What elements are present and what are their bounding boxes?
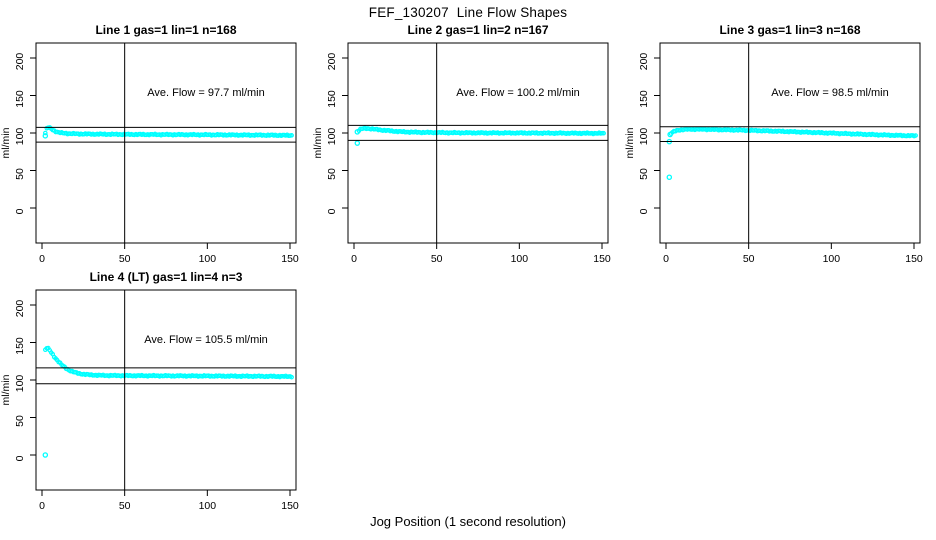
x-tick-label: 50 [119, 253, 131, 265]
panel-plot-1: Line 1 gas=1 lin=1 n=168 0 50 100 150 200 0 50 1… [0, 23, 299, 265]
x-tick-label: 100 [199, 500, 217, 512]
panel-line-3: Line 3 gas=1 lin=3 n=168 0 50 100 150 200 0 50 1… [624, 18, 936, 268]
y-tick-label: 50 [638, 168, 650, 180]
y-tick-label: 0 [14, 208, 26, 214]
data-point [289, 374, 294, 380]
ave-flow-annotation: Ave. Flow = 100.2 ml/min [456, 87, 580, 99]
y-tick-label: 100 [14, 128, 26, 146]
x-tick-label: 100 [823, 253, 841, 265]
outlier-point [666, 174, 673, 180]
x-axis-label: Jog Position (1 second resolution) [370, 514, 566, 529]
plot-box [35, 42, 297, 244]
x-tick-label: 0 [663, 253, 669, 265]
y-axis-unit-label: ml/min [0, 127, 12, 158]
panel-plot-4: Line 4 (LT) gas=1 lin=4 n=3 0 50 100 150 200 0… [0, 270, 299, 512]
y-tick-label: 50 [14, 168, 26, 180]
panel-line-1: Line 1 gas=1 lin=1 n=168 0 50 100 150 200 0 50 1… [0, 18, 312, 268]
y-tick-label: 200 [14, 53, 26, 71]
y-tick-label: 200 [14, 300, 26, 318]
panel-line-2: Line 2 gas=1 lin=2 n=167 0 50 100 150 200 0 50 1… [312, 18, 624, 268]
ave-flow-annotation: Ave. Flow = 105.5 ml/min [144, 334, 268, 346]
data-points [43, 125, 294, 139]
y-tick-label: 0 [326, 208, 338, 214]
outlier-point [42, 452, 49, 458]
y-tick-label: 100 [638, 128, 650, 146]
panel-title: Line 2 gas=1 lin=2 n=167 [407, 23, 548, 37]
y-axis-unit-label: ml/min [624, 127, 636, 158]
y-tick-label: 0 [638, 208, 650, 214]
outlier-point [667, 131, 673, 138]
x-tick-label: 150 [905, 253, 923, 265]
panel-title: Line 4 (LT) gas=1 lin=4 n=3 [90, 270, 243, 284]
main-title: FEF_130207 Line Flow Shapes [368, 5, 568, 20]
outlier-point [354, 129, 361, 135]
data-point [289, 133, 294, 138]
panel-title: Line 3 gas=1 lin=3 n=168 [719, 23, 860, 37]
y-tick-label: 150 [638, 90, 650, 108]
plot-box [347, 42, 609, 244]
data-points [668, 126, 918, 139]
plot-box [659, 42, 921, 244]
panel-title: Line 1 gas=1 lin=1 n=168 [95, 23, 236, 37]
x-tick-label: 50 [431, 253, 443, 265]
y-tick-label: 150 [14, 90, 26, 108]
panel-plot-3: Line 3 gas=1 lin=3 n=168 0 50 100 150 200 0 50 1… [624, 23, 923, 265]
y-tick-label: 50 [14, 415, 26, 427]
outlier-point [42, 133, 49, 139]
panel-plot-2: Line 2 gas=1 lin=2 n=167 0 50 100 150 200 0 50 1… [312, 23, 611, 265]
y-tick-label: 50 [326, 168, 338, 180]
outlier-point [354, 140, 361, 146]
y-tick-label: 150 [326, 90, 338, 108]
data-point [913, 133, 918, 138]
ave-flow-annotation: Ave. Flow = 97.7 ml/min [147, 87, 264, 99]
panel-line-4: Line 4 (LT) gas=1 lin=4 n=3 0 50 100 150 200 0… [0, 265, 312, 515]
x-tick-label: 100 [199, 253, 217, 265]
y-tick-label: 150 [14, 337, 26, 355]
x-tick-label: 150 [593, 253, 611, 265]
data-point [43, 130, 48, 136]
data-points [356, 125, 606, 137]
y-axis-unit-label: ml/min [312, 127, 324, 158]
y-tick-label: 200 [326, 53, 338, 71]
x-tick-label: 150 [281, 253, 299, 265]
ave-flow-annotation: Ave. Flow = 98.5 ml/min [771, 87, 888, 99]
x-tick-label: 0 [39, 500, 45, 512]
y-axis-unit-label: ml/min [0, 374, 12, 405]
x-tick-label: 50 [119, 500, 131, 512]
x-tick-label: 0 [351, 253, 357, 265]
plot-box [35, 289, 297, 491]
data-point [601, 130, 606, 136]
x-tick-label: 150 [281, 500, 299, 512]
y-tick-label: 0 [14, 455, 26, 461]
y-tick-label: 100 [326, 128, 338, 146]
x-tick-label: 0 [39, 253, 45, 265]
x-tick-label: 100 [511, 253, 529, 265]
data-points [43, 345, 294, 380]
x-tick-label: 50 [743, 253, 755, 265]
y-tick-label: 100 [14, 375, 26, 393]
y-tick-label: 200 [638, 53, 650, 71]
